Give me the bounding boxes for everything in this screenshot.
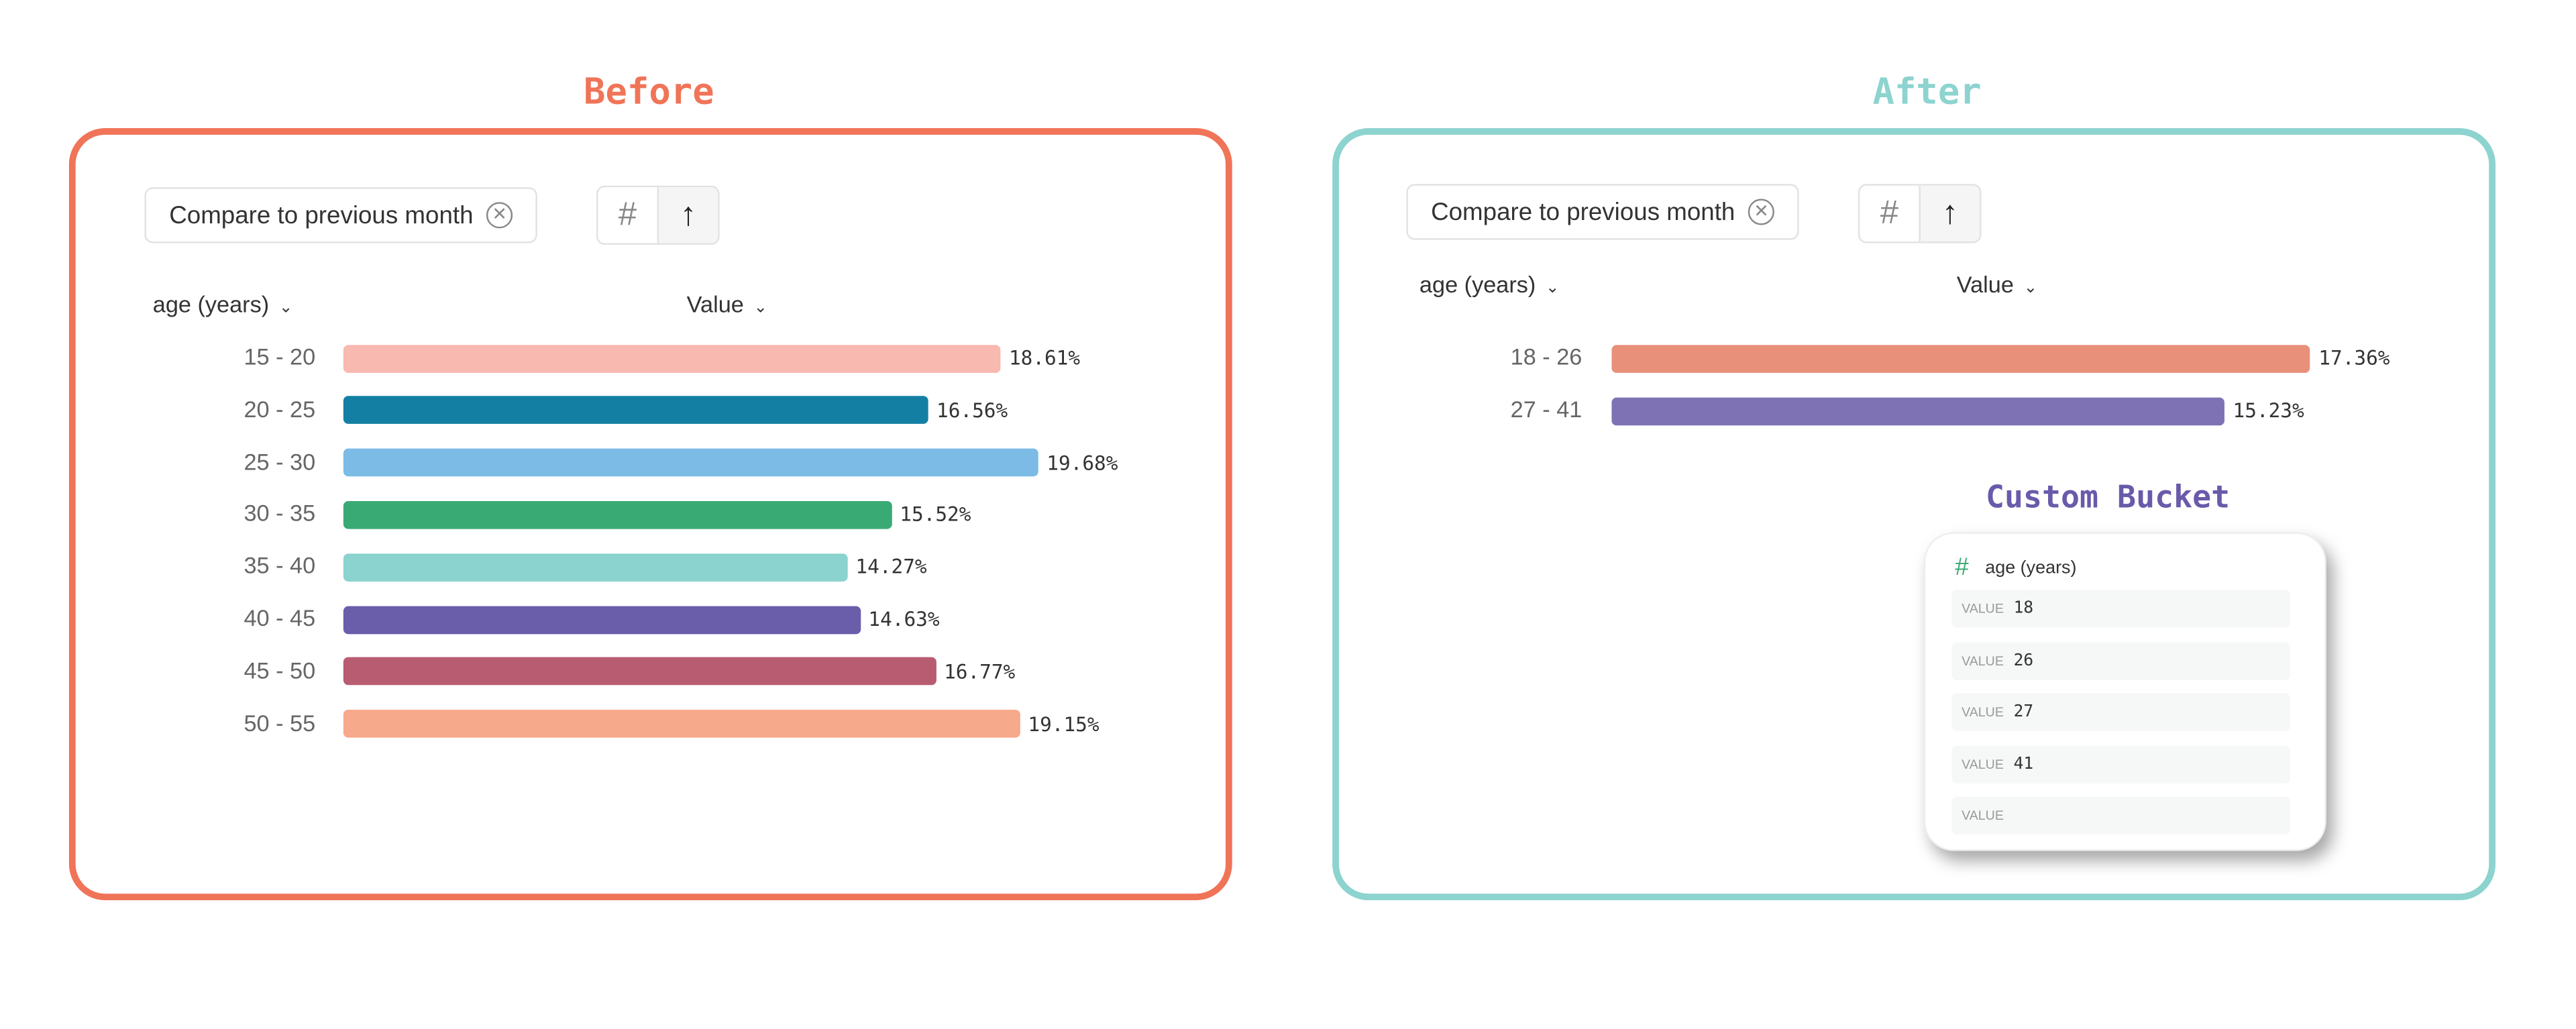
hash-icon[interactable]: # <box>618 196 637 233</box>
custom-bucket-title: Custom Bucket <box>1985 480 2231 516</box>
row-label: 30 - 35 <box>244 500 316 527</box>
row-label: 15 - 20 <box>244 343 316 370</box>
dimension-header[interactable]: age (years) ⌄ <box>1419 271 1560 297</box>
value-label: 18.61% <box>1008 346 1081 370</box>
value-header[interactable]: Value ⌄ <box>687 290 767 317</box>
before-title: Before <box>584 72 714 113</box>
field-label: VALUE <box>1962 653 2004 668</box>
field-value[interactable]: 27 <box>2013 703 2034 722</box>
bar[interactable] <box>1611 396 2225 425</box>
value-label: 14.63% <box>868 608 940 631</box>
row-label: 25 - 30 <box>244 447 316 474</box>
bar[interactable] <box>343 396 928 425</box>
row-label: 45 - 50 <box>244 657 316 684</box>
bucket-value-input[interactable]: VALUE 41 <box>1951 745 2290 783</box>
before-panel <box>68 128 1232 901</box>
custom-bucket-popup: # age (years) VALUE 18 VALUE 26 VALUE 27 VALUE 4… <box>1923 532 2326 851</box>
field-label: VALUE <box>1962 601 2004 616</box>
value-header-label: Value <box>686 290 744 317</box>
bar[interactable] <box>343 553 848 582</box>
row-label: 40 - 45 <box>244 604 316 631</box>
hash-icon: # <box>1955 553 1969 582</box>
display-toggle: # ↑ <box>596 185 720 245</box>
row-label: 35 - 40 <box>244 552 316 579</box>
chevron-down-icon: ⌄ <box>278 299 293 317</box>
row-label: 27 - 41 <box>1510 396 1582 423</box>
bar[interactable] <box>343 500 892 529</box>
chevron-down-icon: ⌄ <box>1546 279 1560 298</box>
after-panel <box>1332 128 2496 901</box>
close-circle-icon[interactable]: ✕ <box>486 202 513 229</box>
value-label: 16.77% <box>944 660 1016 684</box>
field-value[interactable]: 41 <box>2013 755 2034 773</box>
popup-header: # age (years) <box>1955 553 2076 582</box>
value-label: 16.56% <box>936 398 1008 422</box>
sort-arrow-icon[interactable]: ↑ <box>1919 185 1980 242</box>
compare-chip[interactable]: Compare to previous month ✕ <box>1406 184 1799 240</box>
value-label: 19.68% <box>1046 451 1118 474</box>
chevron-down-icon: ⌄ <box>2023 279 2038 298</box>
bar[interactable] <box>343 605 861 634</box>
row-label: 20 - 25 <box>244 395 316 422</box>
value-label: 15.23% <box>2233 399 2304 423</box>
bucket-value-input[interactable]: VALUE 18 <box>1951 590 2290 628</box>
bucket-value-input[interactable]: VALUE 26 <box>1951 641 2290 680</box>
value-label: 14.27% <box>855 555 927 579</box>
value-header-label: Value <box>1956 271 2014 298</box>
field-label: VALUE <box>1962 756 2004 771</box>
hash-icon[interactable]: # <box>1880 195 1898 231</box>
value-header[interactable]: Value ⌄ <box>1957 271 2037 297</box>
field-label: VALUE <box>1962 808 2004 823</box>
field-label: VALUE <box>1962 704 2004 720</box>
row-label: 50 - 55 <box>244 708 316 736</box>
bar[interactable] <box>343 448 1039 477</box>
close-circle-icon[interactable]: ✕ <box>1748 199 1775 225</box>
value-label: 17.36% <box>2318 346 2390 370</box>
value-label: 15.52% <box>900 503 971 527</box>
bar[interactable] <box>1611 344 2311 372</box>
dimension-header-label: age (years) <box>152 290 270 317</box>
bar[interactable] <box>343 710 1020 738</box>
sort-arrow-icon[interactable]: ↑ <box>657 187 718 243</box>
bar[interactable] <box>343 657 936 686</box>
display-toggle: # ↑ <box>1858 184 1982 243</box>
compare-chip-label: Compare to previous month <box>1431 198 1735 226</box>
dimension-header-label: age (years) <box>1419 271 1536 298</box>
value-label: 19.15% <box>1028 712 1099 736</box>
bucket-value-input[interactable]: VALUE 27 <box>1951 693 2290 731</box>
bar[interactable] <box>343 344 1001 372</box>
property-name: age (years) <box>1985 557 2077 578</box>
field-value[interactable]: 18 <box>2013 599 2034 618</box>
compare-chip-label: Compare to previous month <box>169 201 474 229</box>
dimension-header[interactable]: age (years) ⌄ <box>153 290 293 317</box>
chevron-down-icon: ⌄ <box>753 299 768 317</box>
bucket-value-input[interactable]: VALUE <box>1951 796 2290 835</box>
compare-chip[interactable]: Compare to previous month ✕ <box>144 187 538 243</box>
after-title: After <box>1872 72 1982 113</box>
row-label: 18 - 26 <box>1510 343 1582 370</box>
field-value[interactable]: 26 <box>2013 651 2034 669</box>
